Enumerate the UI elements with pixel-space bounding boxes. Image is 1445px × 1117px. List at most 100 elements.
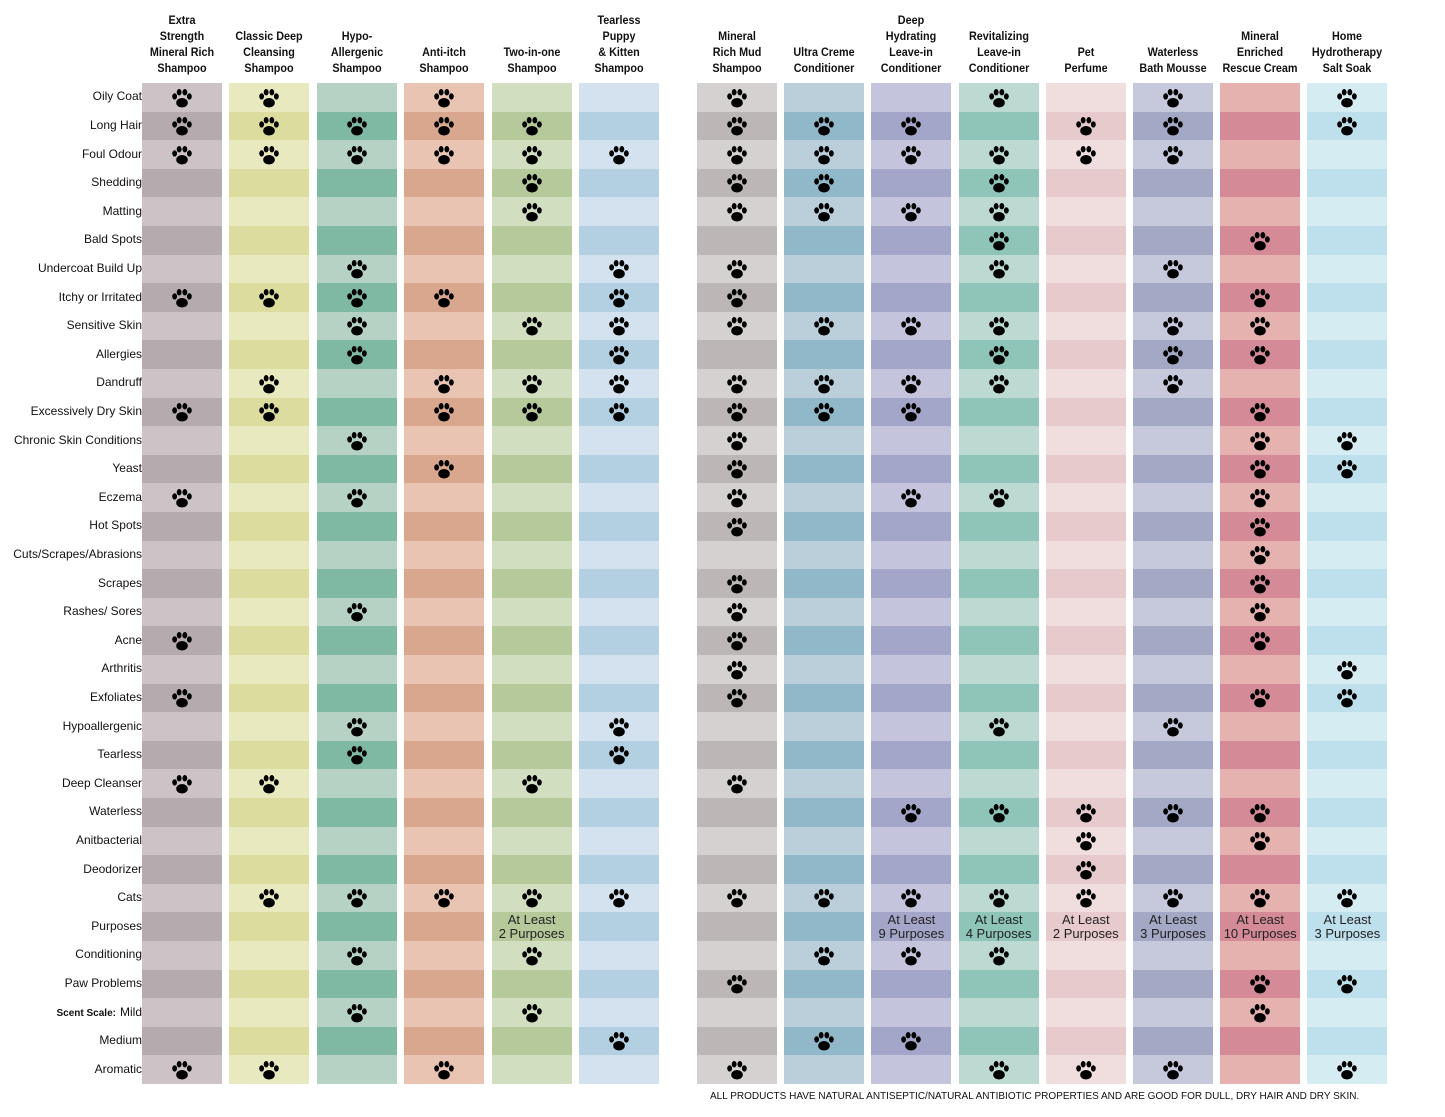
row-label-text: Arthritis bbox=[101, 661, 142, 676]
row-label: Foul Odour bbox=[82, 147, 142, 161]
paw-icon bbox=[521, 403, 542, 422]
table-cell bbox=[1045, 712, 1126, 742]
paw-icon bbox=[1250, 431, 1270, 451]
paw-icon bbox=[727, 603, 747, 622]
table-cell bbox=[1307, 197, 1388, 227]
row-label-text: Scrapes bbox=[97, 575, 142, 590]
column-header: Revitalizing Leave-in Conditioner bbox=[968, 29, 1029, 75]
table-cell bbox=[1220, 597, 1301, 627]
table-cell bbox=[958, 712, 1039, 742]
table-cell bbox=[229, 626, 310, 656]
table-cell bbox=[697, 626, 777, 656]
table-cell bbox=[491, 397, 572, 427]
table-cell bbox=[1133, 168, 1213, 198]
table-cell bbox=[1220, 226, 1301, 256]
table-cell bbox=[1307, 168, 1388, 198]
paw-icon bbox=[521, 374, 542, 394]
table-cell bbox=[1220, 998, 1301, 1028]
cell-text: At Least 3 Purposes bbox=[1314, 911, 1381, 941]
table-cell bbox=[229, 912, 310, 942]
paw-icon bbox=[1163, 145, 1183, 165]
table-cell bbox=[491, 226, 572, 256]
paw-icon bbox=[1163, 317, 1183, 336]
table-cell bbox=[784, 969, 865, 999]
table-cell bbox=[404, 140, 485, 170]
row-label-text: Acne bbox=[114, 632, 142, 647]
paw-icon bbox=[521, 317, 542, 336]
table-cell bbox=[1045, 941, 1126, 971]
paw-icon bbox=[727, 403, 747, 422]
table-cell bbox=[784, 740, 865, 770]
table-cell bbox=[404, 369, 485, 399]
table-cell bbox=[404, 540, 485, 570]
row-label-text: Allergies bbox=[95, 346, 142, 361]
table-cell bbox=[142, 883, 222, 913]
paw-icon bbox=[727, 117, 747, 136]
table-cell bbox=[1307, 483, 1388, 513]
table-cell bbox=[491, 998, 572, 1028]
paw-icon bbox=[1163, 260, 1183, 279]
table-cell bbox=[1133, 855, 1213, 885]
table-cell bbox=[491, 140, 572, 170]
table-cell bbox=[1045, 340, 1126, 370]
table-cell bbox=[871, 798, 952, 828]
table-cell bbox=[1133, 454, 1213, 484]
paw-icon bbox=[172, 689, 192, 708]
table-cell bbox=[958, 426, 1039, 456]
row-label-text: Long Hair bbox=[89, 117, 142, 132]
table-cell bbox=[697, 998, 777, 1028]
paw-icon bbox=[259, 117, 280, 136]
paw-icon bbox=[1163, 803, 1183, 823]
table-cell bbox=[316, 454, 397, 484]
table-cell bbox=[1307, 512, 1388, 542]
table-cell bbox=[1133, 483, 1213, 513]
paw-icon bbox=[1250, 517, 1270, 537]
table-cell bbox=[784, 769, 865, 799]
table-cell bbox=[1307, 454, 1388, 484]
table-cell bbox=[1220, 512, 1301, 542]
paw-icon bbox=[259, 1060, 280, 1080]
table-cell bbox=[229, 683, 310, 713]
table-cell bbox=[697, 1055, 777, 1085]
paw-icon bbox=[727, 431, 747, 451]
table-cell bbox=[1307, 769, 1388, 799]
table-cell bbox=[1045, 311, 1126, 341]
paw-icon bbox=[988, 317, 1009, 336]
table-cell bbox=[229, 798, 310, 828]
table-cell bbox=[229, 483, 310, 513]
table-cell bbox=[579, 1055, 659, 1085]
table-cell bbox=[784, 626, 865, 656]
column-header: Mineral Rich Mud Shampoo bbox=[712, 29, 762, 75]
row-label-text: Excessively Dry Skin bbox=[30, 403, 142, 418]
table-cell bbox=[142, 254, 222, 284]
table-cell bbox=[958, 454, 1039, 484]
table-cell bbox=[871, 111, 952, 141]
table-cell bbox=[697, 197, 777, 227]
table-cell bbox=[229, 369, 310, 399]
paw-icon bbox=[1250, 460, 1270, 479]
table-cell bbox=[316, 226, 397, 256]
table-cell bbox=[142, 168, 222, 198]
table-cell bbox=[697, 855, 777, 885]
table-cell bbox=[697, 83, 777, 113]
table-cell bbox=[697, 512, 777, 542]
table-cell bbox=[1307, 969, 1388, 999]
table-cell bbox=[229, 969, 310, 999]
table-cell bbox=[871, 826, 952, 856]
table-cell bbox=[1133, 540, 1213, 570]
paw-icon bbox=[727, 574, 747, 594]
row-label: Dandruff bbox=[96, 375, 142, 389]
paw-icon bbox=[1337, 1060, 1358, 1080]
table-cell bbox=[1220, 283, 1301, 313]
table-cell bbox=[491, 1026, 572, 1056]
paw-icon bbox=[1337, 431, 1358, 451]
table-cell bbox=[1045, 826, 1126, 856]
table-cell bbox=[142, 1055, 222, 1085]
row-label: Cats bbox=[117, 890, 142, 904]
table-cell bbox=[871, 1055, 952, 1085]
column-header: Home Hydrotherapy Salt Soak bbox=[1312, 29, 1383, 75]
paw-icon bbox=[814, 202, 834, 222]
paw-icon bbox=[609, 717, 629, 737]
table-cell bbox=[229, 512, 310, 542]
cell-text: At Least 4 Purposes bbox=[965, 911, 1032, 941]
